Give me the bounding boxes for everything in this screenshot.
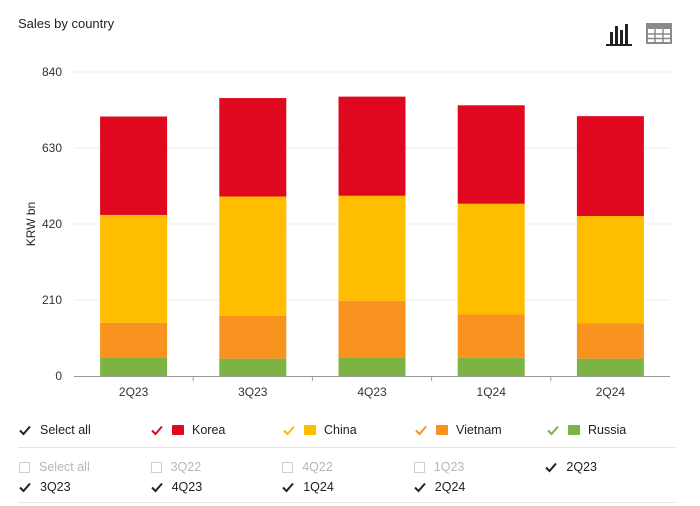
check-icon: [283, 425, 295, 436]
chart-title: Sales by country: [18, 16, 115, 31]
bar-segment-russia: [219, 358, 287, 376]
period-label: 4Q23: [171, 480, 203, 494]
bar-segment-russia: [576, 358, 644, 376]
bar-segment-china: [338, 195, 406, 301]
period-item-3q23[interactable]: 3Q23: [18, 478, 150, 496]
legend-label-korea: Korea: [192, 423, 226, 437]
bar-segment-china: [457, 203, 525, 315]
legend-select-all[interactable]: Select all: [18, 423, 150, 437]
bar-segment-china: [100, 214, 168, 323]
legend-divider: [18, 447, 676, 448]
check-icon: [151, 425, 163, 436]
x-tick-label: 1Q24: [477, 385, 507, 399]
bar-segment-vietnam: [219, 315, 287, 359]
period-item-2q23[interactable]: 2Q23: [544, 458, 676, 476]
period-item-4q23[interactable]: 4Q23: [150, 478, 282, 496]
legend-swatch-china: [304, 425, 316, 435]
legend-item-russia[interactable]: Russia: [546, 423, 626, 437]
x-tick-label: 2Q24: [596, 385, 626, 399]
bar-chart-icon[interactable]: [604, 20, 634, 46]
period-label: 3Q23: [40, 480, 71, 494]
check-icon: [545, 462, 558, 473]
legend-item-china[interactable]: China: [282, 423, 414, 437]
bar-segment-russia: [100, 357, 168, 376]
x-tick-label: 3Q23: [238, 385, 268, 399]
period-label: 3Q22: [170, 460, 202, 474]
check-icon: [415, 425, 427, 436]
period-select-all: Select all: [18, 458, 150, 476]
bar-segment-vietnam: [576, 323, 644, 359]
check-icon: [282, 482, 294, 493]
y-tick-label: 0: [55, 369, 62, 383]
period-item-2q24[interactable]: 2Q24: [413, 478, 545, 496]
series-legend: Select all Korea China Vietnam Russia: [18, 420, 676, 440]
bar-segment-korea: [338, 96, 406, 196]
period-filter: Select all 3Q22 4Q22 1Q23 2Q23 3Q23 4Q23…: [18, 458, 676, 496]
check-icon: [414, 482, 426, 493]
y-axis-label: KRW bn: [24, 202, 38, 246]
x-tick-label: 2Q23: [119, 385, 149, 399]
checkbox-icon: [19, 461, 30, 473]
bar-segment-korea: [100, 116, 168, 215]
check-icon: [150, 482, 163, 493]
bar-segment-china: [219, 196, 287, 316]
bar-segment-korea: [219, 98, 287, 197]
y-tick-label: 210: [42, 293, 62, 307]
legend-label-russia: Russia: [588, 423, 627, 437]
bar-segment-russia: [338, 357, 406, 376]
view-toggle: [604, 20, 674, 46]
legend-swatch-vietnam: [436, 425, 448, 435]
period-select-all-label: Select all: [39, 460, 90, 474]
period-label: 2Q23: [566, 460, 597, 474]
bar-segment-russia: [457, 357, 525, 376]
x-tick-label: 4Q23: [357, 385, 387, 399]
y-tick-label: 630: [42, 141, 62, 155]
table-icon[interactable]: [644, 20, 674, 46]
legend-swatch-russia: [568, 425, 580, 435]
checkbox-icon: [282, 461, 294, 473]
check-icon: [19, 425, 31, 436]
legend-item-korea[interactable]: Korea: [150, 423, 282, 437]
period-label: 1Q24: [303, 480, 334, 494]
legend-label-china: China: [324, 423, 357, 437]
check-icon: [19, 482, 31, 493]
period-item-3q22: 3Q22: [150, 458, 282, 476]
period-item-4q22: 4Q22: [281, 458, 413, 476]
legend-swatch-korea: [172, 425, 184, 435]
bar-segment-vietnam: [100, 322, 168, 358]
stacked-bar-chart: 0 210 420 630 840 KRW bn 2Q23 3Q23 4Q23 1Q24 2Q24: [24, 65, 670, 399]
period-divider: [18, 502, 676, 503]
period-label: 4Q22: [302, 460, 333, 474]
check-icon: [547, 425, 559, 436]
y-tick-label: 840: [42, 65, 62, 79]
y-tick-label: 420: [42, 217, 62, 231]
bar-segment-korea: [576, 116, 644, 217]
checkbox-icon: [150, 461, 162, 473]
period-item-1q24[interactable]: 1Q24: [281, 478, 413, 496]
bar-segment-vietnam: [338, 300, 406, 358]
bar-segment-korea: [457, 105, 525, 204]
legend-select-all-label: Select all: [40, 423, 91, 437]
bar-segment-vietnam: [457, 314, 525, 358]
checkbox-icon: [413, 461, 425, 473]
period-label: 2Q24: [434, 480, 466, 494]
period-item-1q23: 1Q23: [413, 458, 545, 476]
legend-label-vietnam: Vietnam: [456, 423, 502, 437]
bar-segment-china: [576, 216, 644, 324]
period-label: 1Q23: [433, 460, 465, 474]
legend-item-vietnam[interactable]: Vietnam: [414, 423, 546, 437]
